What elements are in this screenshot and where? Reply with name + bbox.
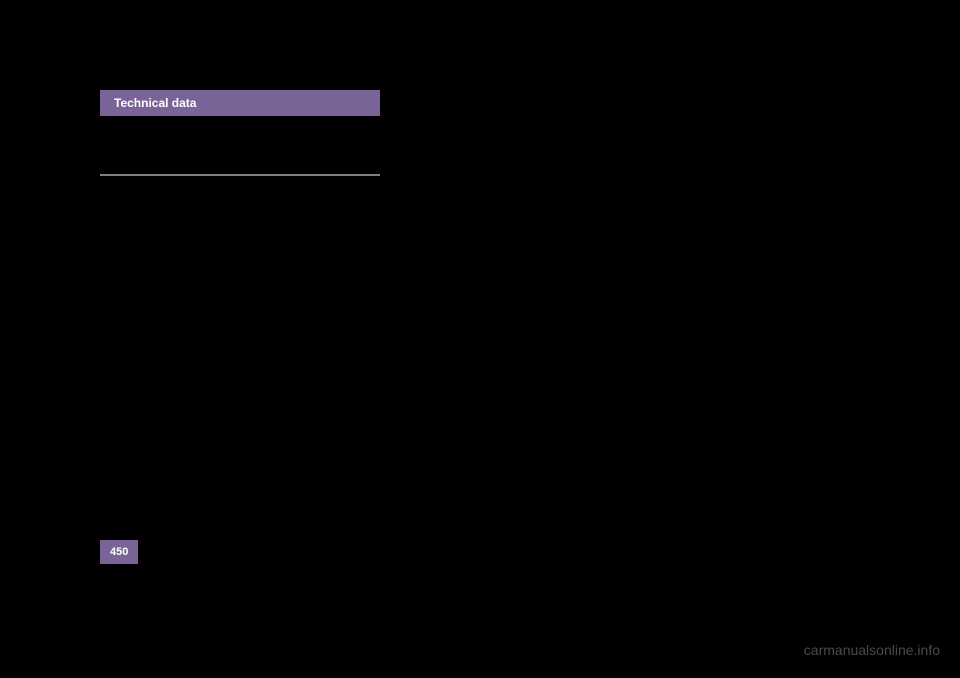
horizontal-divider [100, 174, 380, 176]
watermark-label: carmanualsonline.info [804, 642, 940, 658]
section-header-tab: Technical data [100, 90, 380, 116]
page-number-box: 450 [100, 540, 138, 564]
section-title: Technical data [114, 96, 196, 110]
page-number: 450 [110, 546, 128, 558]
page-content-area: Technical data [100, 90, 380, 176]
watermark-text: carmanualsonline.info [804, 642, 940, 658]
